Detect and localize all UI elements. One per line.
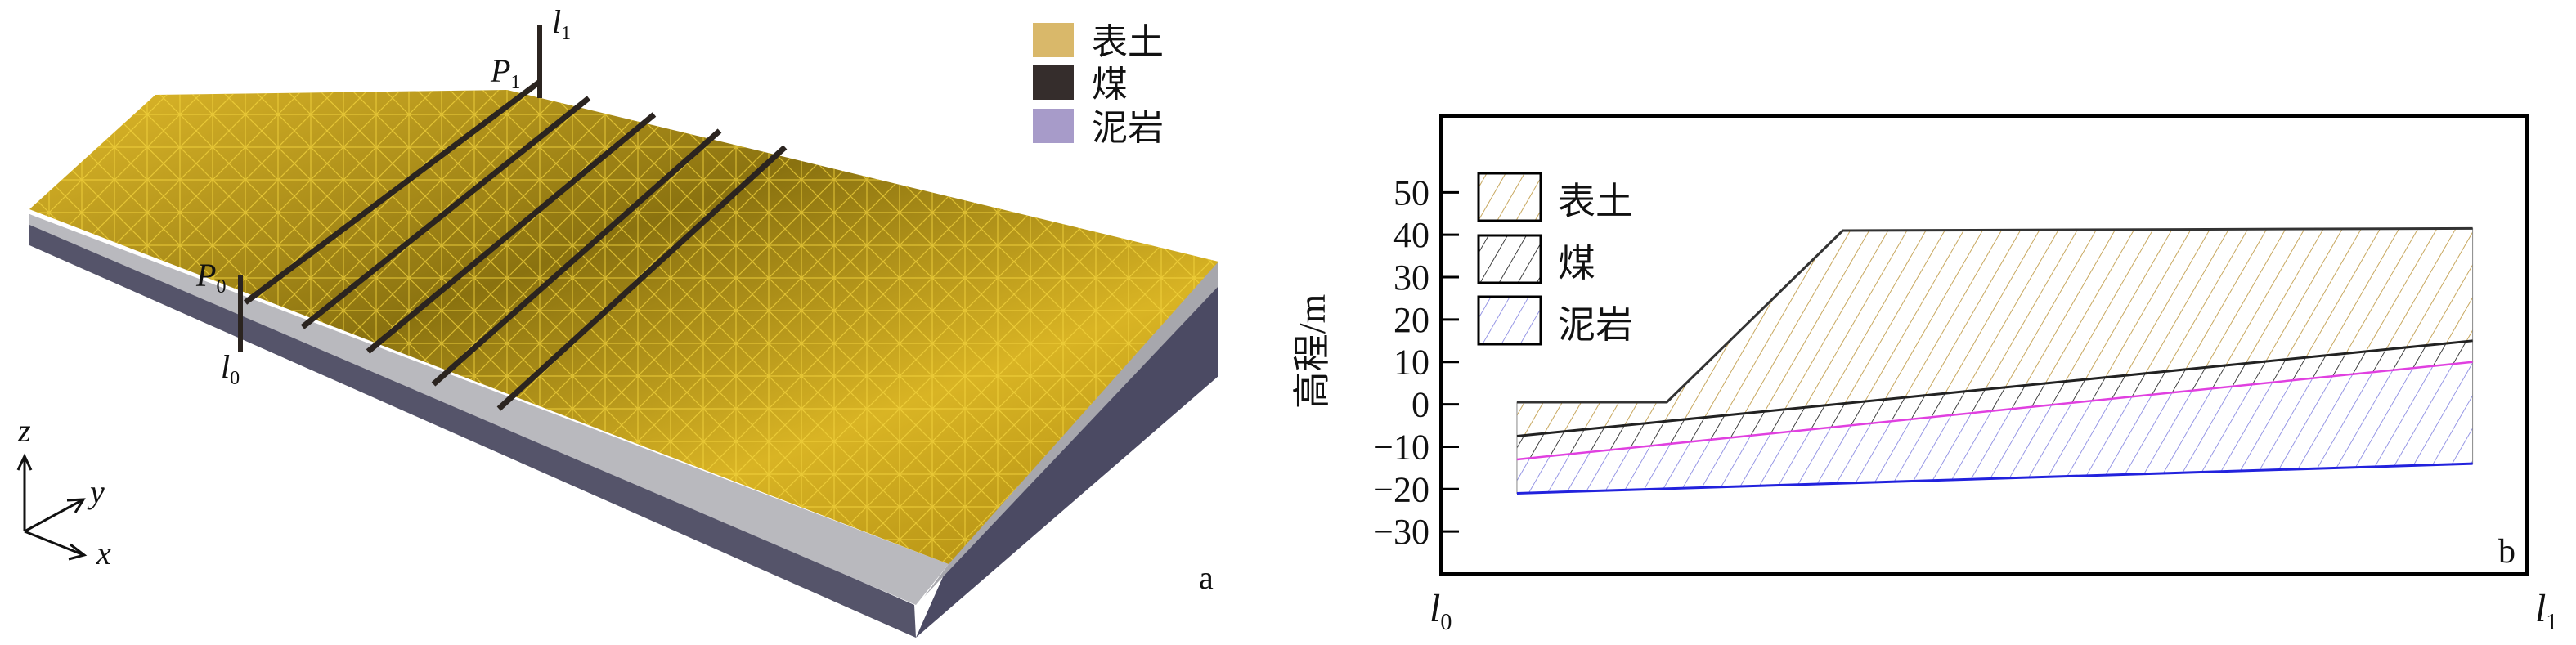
- legend-label-mudstone: 泥岩: [1092, 108, 1164, 148]
- y-tick-label: 10: [1393, 343, 1429, 383]
- y-tick-label: −20: [1373, 469, 1429, 509]
- y-tick-label: 50: [1393, 172, 1429, 213]
- y-tick-label: 30: [1393, 258, 1429, 298]
- legend-swatch-mudstone: [1477, 295, 1542, 346]
- label-l1: l1: [552, 3, 571, 44]
- axis-z-label: z: [17, 412, 31, 449]
- legend-label-coal: 煤: [1092, 65, 1128, 105]
- x-label-l0: l0: [1429, 587, 1452, 635]
- label-p0: P0: [195, 257, 226, 298]
- legend-swatch-coal: [1033, 65, 1074, 100]
- legend-label-topsoil: 表土: [1558, 181, 1633, 222]
- x-label-l1: l1: [2535, 587, 2557, 635]
- legend-swatch-topsoil: [1033, 23, 1074, 57]
- section-lines: [238, 25, 788, 411]
- surface-line: [1516, 226, 2473, 404]
- legend-swatch-topsoil: [1477, 172, 1542, 222]
- base-line: [1516, 462, 2473, 495]
- y-tick-label: 20: [1393, 300, 1429, 340]
- layer-mudstone: [1516, 361, 2474, 494]
- panel-a-label: a: [1199, 559, 1214, 596]
- y-tick-label: −30: [1373, 512, 1429, 552]
- legend-label-mudstone: 泥岩: [1558, 304, 1633, 346]
- plot-frame: [1439, 114, 2529, 576]
- axis-y-label: y: [87, 473, 105, 510]
- axis-x-label: x: [96, 535, 111, 571]
- axis-triad-icon: [16, 453, 88, 561]
- legend-swatch-coal: [1477, 234, 1542, 284]
- legend-label-coal: 煤: [1558, 243, 1595, 284]
- legend-b: 表土 煤 泥岩: [1477, 172, 1633, 346]
- y-tick-label: 0: [1411, 385, 1429, 425]
- terrain-block: [29, 90, 1218, 638]
- panel-b-label: b: [2498, 533, 2515, 571]
- legend-swatch-mudstone: [1033, 109, 1074, 143]
- panel-a-3d-model: l1 P1 P0 l0 z y x a 表土 煤 泥岩: [16, 3, 1218, 638]
- layer-topsoil: [1516, 227, 2474, 437]
- y-tick-label: −10: [1373, 427, 1429, 467]
- y-tick-label: 40: [1393, 215, 1429, 255]
- label-l0: l0: [221, 348, 240, 389]
- legend-label-topsoil: 表土: [1092, 22, 1164, 62]
- layer-coal: [1516, 340, 2474, 460]
- legend-a: 表土 煤 泥岩: [1033, 22, 1164, 148]
- y-axis-label: 高程/m: [1291, 294, 1333, 410]
- coal-bottom-line: [1516, 361, 2473, 461]
- coal-top-line: [1516, 339, 2473, 437]
- label-p1: P1: [490, 52, 520, 93]
